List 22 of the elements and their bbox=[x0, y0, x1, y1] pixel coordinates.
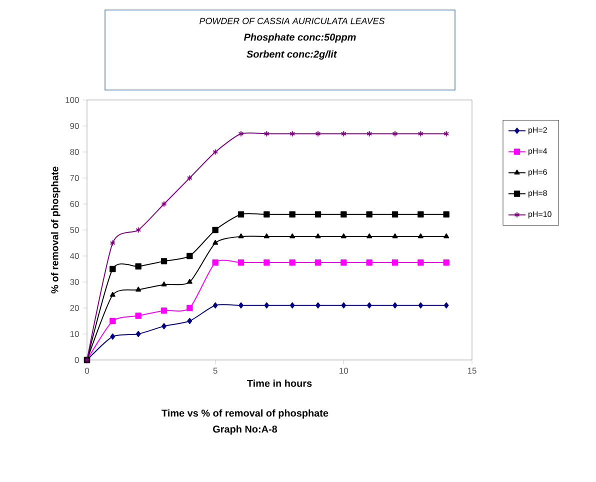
y-tick-label: 20 bbox=[70, 304, 79, 311]
x-axis-title: Time in hours bbox=[247, 380, 312, 387]
text: Time vs % of removal of phosphate bbox=[162, 409, 328, 419]
chart-subtitle: Phosphate conc:50ppm bbox=[244, 33, 356, 43]
y-tick-label: 70 bbox=[70, 174, 79, 181]
y-tick-label: 40 bbox=[70, 252, 79, 259]
y-tick-label: 0 bbox=[74, 356, 79, 363]
x-tick-label: 0 bbox=[84, 368, 90, 374]
x-tick-label: 5 bbox=[213, 368, 218, 374]
y-tick-label: 60 bbox=[70, 200, 79, 207]
text: Sorbent conc:2g/lit bbox=[246, 50, 338, 60]
y-tick-label: 30 bbox=[70, 278, 79, 285]
x-tick-label: 15 bbox=[468, 368, 476, 374]
chart-title: POWDER OF CASSIA AURICULATA LEAVES bbox=[200, 18, 385, 24]
y-tick-label: 80 bbox=[70, 148, 79, 155]
y-tick-label: 10 bbox=[70, 330, 79, 337]
y-tick-label: 100 bbox=[66, 96, 79, 103]
y-tick-label: 50 bbox=[70, 226, 79, 233]
x-tick-label: 10 bbox=[340, 368, 348, 374]
y-axis-title: % of removal of phosphate bbox=[50, 166, 60, 294]
y-tick-label: 90 bbox=[70, 122, 79, 129]
text: Graph No:A-8 bbox=[213, 425, 278, 435]
